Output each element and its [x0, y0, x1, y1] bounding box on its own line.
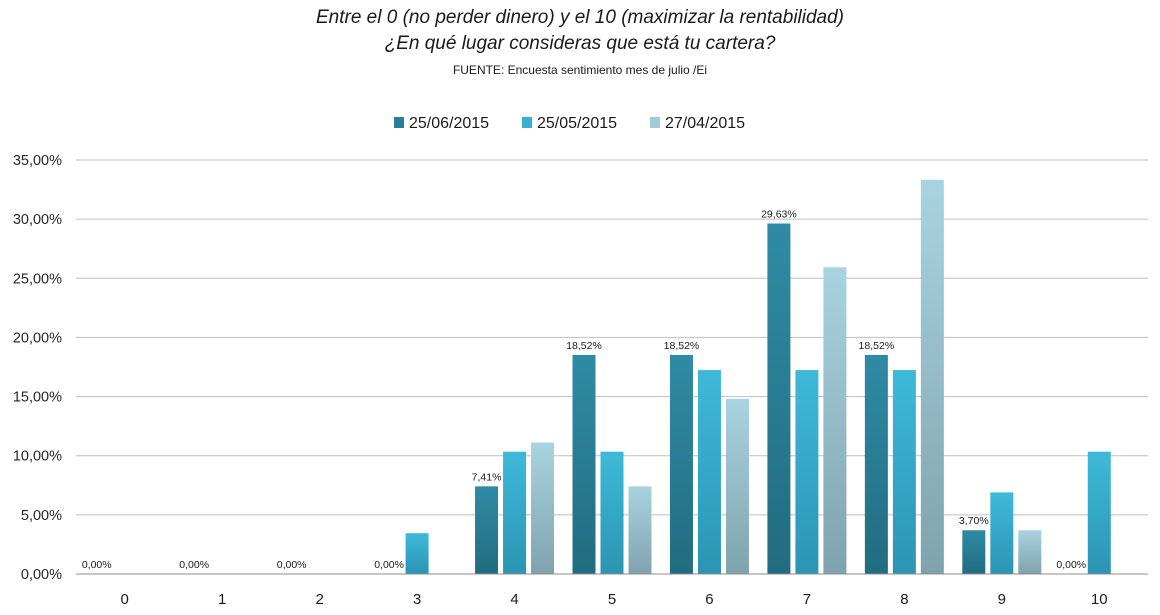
x-tick-label: 5	[608, 591, 616, 608]
data-label: 7,41%	[472, 471, 502, 483]
legend-swatch	[522, 117, 532, 128]
y-tick-label: 5,00%	[21, 508, 62, 524]
chart-source: FUENTE: Encuesta sentimiento mes de juli…	[452, 63, 708, 77]
data-label: 18,52%	[664, 340, 700, 352]
y-tick-label: 35,00%	[13, 153, 62, 169]
x-tick-label: 3	[413, 591, 421, 608]
data-label: 0,00%	[277, 559, 307, 571]
x-tick-label: 1	[218, 591, 226, 608]
x-tick-label: 2	[315, 591, 323, 608]
chart-title-line2: ¿En qué lugar consideras que está tu car…	[384, 33, 776, 54]
bar-series-3-cat-7	[823, 267, 847, 574]
y-tick-label: 0,00%	[21, 567, 62, 583]
x-tick-label: 9	[998, 591, 1006, 608]
chart-title-line1: Entre el 0 (no perder dinero) y el 10 (m…	[315, 7, 845, 28]
bar-series-1-cat-8	[864, 354, 888, 574]
x-tick-label: 6	[705, 591, 713, 608]
y-tick-label: 15,00%	[13, 390, 62, 406]
bar-series-2-cat-7	[795, 370, 819, 574]
bar-series-3-cat-9	[1018, 530, 1042, 574]
x-tick-label: 8	[900, 591, 908, 608]
bar-series-2-cat-5	[600, 451, 624, 574]
bar-series-2-cat-4	[503, 451, 527, 574]
bar-series-1-cat-9	[962, 530, 986, 574]
bar-series-3-cat-5	[628, 486, 652, 574]
y-tick-label: 20,00%	[13, 330, 62, 346]
legend-swatch	[650, 117, 660, 128]
bar-series-2-cat-10	[1087, 451, 1111, 574]
x-tick-label: 10	[1091, 591, 1108, 608]
y-tick-label: 25,00%	[13, 271, 62, 287]
bar-series-2-cat-6	[697, 370, 721, 574]
bar-series-1-cat-4	[475, 486, 499, 574]
data-label: 18,52%	[859, 340, 895, 352]
legend-label: 25/05/2015	[537, 115, 617, 132]
bar-series-2-cat-3	[405, 533, 429, 574]
bar-series-3-cat-8	[920, 179, 944, 574]
bar-series-3-cat-4	[531, 442, 555, 574]
data-label: 0,00%	[374, 559, 404, 571]
bar-series-2-cat-8	[892, 370, 916, 574]
legend-swatch	[394, 117, 404, 128]
y-tick-label: 30,00%	[13, 212, 62, 228]
bar-series-1-cat-6	[669, 354, 693, 574]
legend-label: 27/04/2015	[665, 115, 745, 132]
bar-series-3-cat-6	[725, 398, 749, 574]
data-label: 29,63%	[761, 209, 797, 221]
x-tick-label: 0	[121, 591, 129, 608]
data-label: 18,52%	[566, 340, 602, 352]
bar-series-2-cat-9	[990, 492, 1014, 574]
data-label: 0,00%	[1056, 559, 1086, 571]
data-label: 3,70%	[959, 515, 989, 527]
bar-series-1-cat-7	[767, 223, 791, 575]
data-label: 0,00%	[82, 559, 112, 571]
data-label: 0,00%	[179, 559, 209, 571]
x-tick-label: 7	[803, 591, 811, 608]
bar-series-1-cat-5	[572, 354, 596, 574]
y-tick-label: 10,00%	[13, 449, 62, 465]
legend-label: 25/06/2015	[409, 115, 489, 132]
x-tick-label: 4	[510, 591, 518, 608]
